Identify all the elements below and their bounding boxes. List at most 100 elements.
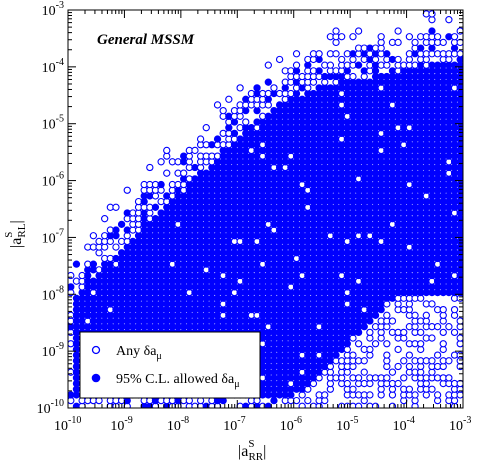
y-tick-label: 10-3 [42, 0, 64, 19]
data-point-open [445, 16, 453, 24]
data-point-open [439, 328, 447, 337]
data-point-filled [117, 220, 126, 228]
data-point-open [338, 33, 346, 41]
data-point-open [439, 38, 447, 47]
inset-title: General MSSM [97, 32, 195, 48]
data-point-open [405, 385, 414, 393]
data-point-open [405, 33, 414, 41]
x-tick-label: 10-7 [223, 415, 245, 434]
data-point-open [349, 351, 357, 359]
data-point-open [411, 38, 419, 47]
data-point-open [366, 391, 374, 399]
data-point-open [157, 158, 165, 166]
y-tick-label: 10-9 [42, 341, 64, 360]
data-point-open [433, 351, 442, 359]
data-point-open [394, 27, 402, 35]
y-tick-label: 10-6 [42, 171, 64, 190]
data-point-open [366, 345, 374, 354]
data-point-open [456, 50, 463, 58]
data-point-open [112, 203, 120, 211]
data-point-open [383, 374, 391, 382]
data-point-filled [383, 50, 391, 58]
data-point-open [191, 146, 199, 155]
data-point-open [332, 50, 340, 58]
data-point-open [422, 311, 430, 319]
data-point-open [450, 33, 459, 41]
data-point-open [439, 340, 447, 348]
x-tick-labels: 10-10 10-9 10-8 10-7 10-6 10-5 10-4 10-3 [54, 415, 471, 434]
data-point-open [146, 163, 154, 172]
data-point-open [388, 368, 397, 376]
y-tick-label: 10-8 [42, 284, 64, 303]
data-point-open [371, 340, 380, 348]
data-point-open [163, 169, 171, 177]
data-point-filled [213, 135, 222, 143]
data-point-open [354, 27, 363, 35]
data-point-open [433, 391, 442, 399]
legend-marker-open [91, 345, 101, 355]
data-point-open [377, 33, 385, 41]
data-point-open [270, 84, 278, 92]
data-point-open [394, 362, 402, 371]
x-tick-label: 10-8 [167, 415, 189, 434]
data-point-open [292, 50, 301, 58]
x-tick-label: 10-3 [449, 415, 471, 434]
data-point-open [349, 385, 357, 393]
x-tick-label: 10-9 [110, 415, 132, 434]
data-point-filled [230, 129, 239, 138]
data-point-open [394, 345, 402, 354]
data-point-open [445, 374, 453, 382]
data-point-open [433, 323, 442, 331]
y-tick-label: 10-4 [42, 57, 64, 76]
data-point-open [242, 118, 250, 126]
data-point-open [366, 328, 374, 337]
data-point-open [219, 106, 227, 115]
data-point-open [213, 101, 222, 109]
data-point-open [275, 55, 284, 64]
y-tick-label: 10-5 [42, 114, 64, 133]
data-point-filled [89, 260, 98, 268]
data-point-open [394, 379, 402, 388]
data-point-open [321, 391, 329, 399]
data-point-open [428, 385, 436, 393]
data-point-filled [112, 226, 120, 234]
data-point-open [264, 61, 272, 69]
y-tick-labels: 10-10 10-9 10-8 10-7 10-6 10-5 10-4 10-3 [37, 0, 64, 417]
x-tick-label: 10-5 [336, 415, 358, 434]
data-point-open [163, 146, 171, 155]
data-point-open [411, 311, 419, 319]
data-point-open [450, 305, 459, 314]
data-point-open [428, 334, 436, 342]
x-tick-label: 10-4 [393, 415, 415, 434]
data-point-open [428, 300, 436, 308]
data-point-open [383, 340, 391, 348]
data-point-open [304, 396, 312, 405]
data-point-open [405, 351, 414, 359]
data-point-open [405, 362, 414, 371]
data-point-open [332, 27, 340, 35]
data-point-open [417, 340, 425, 348]
data-point-open [349, 33, 357, 41]
data-point-open [326, 61, 335, 69]
data-point-open [236, 84, 244, 92]
data-point-filled [151, 203, 160, 211]
data-point-open [456, 317, 463, 325]
data-point-open [394, 38, 402, 47]
data-point-open [196, 135, 205, 143]
data-point-open [400, 357, 408, 365]
x-axis-label: |aS RR| [238, 438, 266, 463]
y-tick-label: 10-10 [37, 398, 64, 417]
data-point-open [456, 379, 463, 388]
data-point-open [439, 305, 447, 314]
data-point-filled [157, 180, 165, 189]
data-point-filled [417, 44, 425, 52]
data-point-open [411, 391, 419, 399]
legend: Any δaμ 95% C.L. allowed δaμ [79, 331, 261, 399]
data-point-filled [72, 260, 81, 268]
data-point-open [349, 72, 357, 81]
data-point-open [456, 351, 463, 359]
data-point-open [89, 232, 98, 240]
legend-marker-filled [91, 373, 101, 383]
data-point-open [394, 55, 402, 64]
